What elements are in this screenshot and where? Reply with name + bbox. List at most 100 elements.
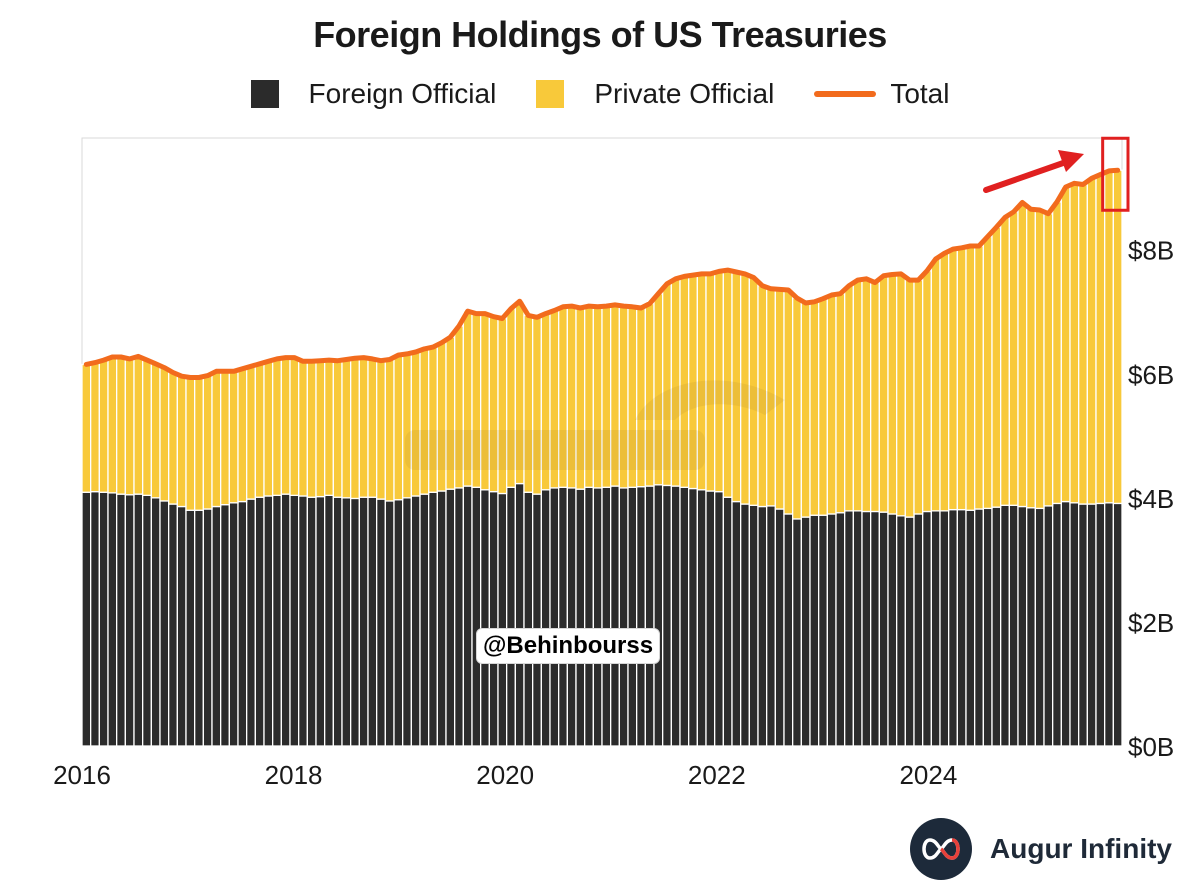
infinity-logo-icon bbox=[910, 818, 973, 880]
bar-private-official bbox=[1095, 173, 1106, 505]
bar-private-official bbox=[1000, 216, 1010, 506]
bar-foreign-official bbox=[142, 494, 152, 747]
bar-foreign-official bbox=[809, 514, 820, 747]
bar-foreign-official bbox=[948, 508, 958, 747]
bar-private-official bbox=[1017, 201, 1028, 508]
highlight-box bbox=[1101, 136, 1130, 212]
bar-foreign-official bbox=[757, 505, 768, 747]
bar-foreign-official bbox=[514, 482, 525, 747]
bar-foreign-official bbox=[402, 497, 412, 747]
bar-foreign-official bbox=[1060, 500, 1071, 747]
bar-foreign-official bbox=[263, 495, 274, 747]
bar-foreign-official bbox=[878, 511, 889, 747]
bar-foreign-official bbox=[1000, 504, 1010, 747]
bar-private-official bbox=[98, 359, 109, 493]
bar-foreign-official bbox=[298, 495, 308, 747]
bar-foreign-official bbox=[575, 488, 586, 747]
bar-foreign-official bbox=[410, 495, 421, 747]
legend-swatch-foreign-official bbox=[250, 80, 279, 108]
bar-foreign-official bbox=[731, 500, 742, 747]
bar-foreign-official bbox=[506, 486, 516, 747]
bar-foreign-official bbox=[488, 490, 499, 747]
bar-foreign-official bbox=[714, 490, 724, 747]
bar-foreign-official bbox=[688, 487, 698, 747]
bar-private-official bbox=[220, 370, 230, 506]
bar-foreign-official bbox=[870, 510, 880, 747]
bar-foreign-official bbox=[766, 505, 776, 747]
legend-label-private-official: Private Official bbox=[594, 78, 775, 109]
bar-private-official bbox=[116, 356, 126, 495]
bar-foreign-official bbox=[939, 510, 950, 747]
bar-foreign-official bbox=[1017, 505, 1028, 747]
total-line bbox=[83, 167, 1121, 380]
bar-foreign-official bbox=[861, 510, 872, 747]
bar-private-official bbox=[315, 360, 326, 498]
bar-foreign-official bbox=[436, 490, 447, 747]
series-total bbox=[83, 167, 1121, 380]
annotation bbox=[983, 136, 1130, 212]
bar-private-official bbox=[150, 363, 161, 499]
bar-foreign-official bbox=[705, 490, 716, 747]
bar-foreign-official bbox=[116, 493, 126, 747]
bar-private-official bbox=[991, 226, 1002, 508]
bar-foreign-official bbox=[636, 486, 646, 747]
bar-private-official bbox=[124, 358, 135, 496]
bar-foreign-official bbox=[835, 512, 846, 747]
bar-foreign-official bbox=[982, 507, 993, 747]
bar-private-official bbox=[202, 374, 213, 510]
bar-private-official bbox=[887, 273, 898, 515]
bar-private-official bbox=[194, 376, 204, 511]
bar-private-official bbox=[367, 358, 378, 498]
bar-foreign-official bbox=[627, 486, 638, 747]
legend-label-total: Total bbox=[890, 78, 950, 109]
bar-private-official bbox=[922, 270, 932, 513]
bar-foreign-official bbox=[965, 509, 976, 747]
bar-foreign-official bbox=[341, 497, 352, 747]
bar-foreign-official bbox=[280, 493, 291, 747]
bar-private-official bbox=[826, 294, 837, 515]
bar-foreign-official bbox=[662, 484, 672, 747]
bar-foreign-official bbox=[722, 496, 733, 747]
bar-foreign-official bbox=[254, 496, 265, 747]
x-tick-label: 2020 bbox=[476, 760, 534, 790]
bar-private-official bbox=[185, 376, 196, 511]
bar-private-official bbox=[1043, 213, 1054, 507]
bar-foreign-official bbox=[1008, 504, 1019, 747]
bar-foreign-official bbox=[913, 513, 924, 747]
bar-foreign-official bbox=[592, 487, 603, 747]
legend-swatch-total bbox=[814, 91, 877, 97]
bar-private-official bbox=[1104, 170, 1114, 504]
bar-foreign-official bbox=[98, 491, 109, 747]
bar-foreign-official bbox=[991, 506, 1002, 747]
legend-item-private-official: Private Official bbox=[536, 78, 774, 110]
bar-foreign-official bbox=[956, 508, 967, 747]
bar-private-official bbox=[263, 360, 274, 497]
bar-foreign-official bbox=[532, 493, 542, 747]
bar-foreign-official bbox=[150, 497, 161, 747]
bar-foreign-official bbox=[896, 515, 906, 747]
bar-private-official bbox=[861, 278, 872, 513]
x-tick-label: 2022 bbox=[688, 760, 746, 790]
bar-foreign-official bbox=[246, 498, 256, 747]
bar-private-official bbox=[133, 355, 144, 495]
bar-private-official bbox=[1069, 182, 1080, 504]
bar-foreign-official bbox=[818, 514, 828, 747]
bar-private-official bbox=[159, 366, 170, 502]
bar-foreign-official bbox=[480, 489, 490, 747]
x-axis: 2016 2018 2020 2022 2024 bbox=[53, 760, 957, 790]
bar-foreign-official bbox=[523, 491, 534, 747]
bar-foreign-official bbox=[549, 487, 560, 747]
bar-foreign-official bbox=[774, 508, 785, 747]
bar-private-official bbox=[844, 285, 854, 512]
bar-private-official bbox=[930, 258, 941, 512]
bar-foreign-official bbox=[90, 490, 100, 747]
bar-private-official bbox=[107, 356, 118, 494]
bar-foreign-official bbox=[228, 502, 239, 747]
bar-private-official bbox=[332, 360, 343, 498]
bar-foreign-official bbox=[566, 487, 577, 747]
watermark-bull-logo bbox=[395, 360, 815, 505]
bar-private-official bbox=[280, 356, 291, 495]
y-tick-label: $0B bbox=[1128, 732, 1174, 762]
bar-foreign-official bbox=[1086, 503, 1097, 747]
bar-foreign-official bbox=[644, 485, 655, 747]
